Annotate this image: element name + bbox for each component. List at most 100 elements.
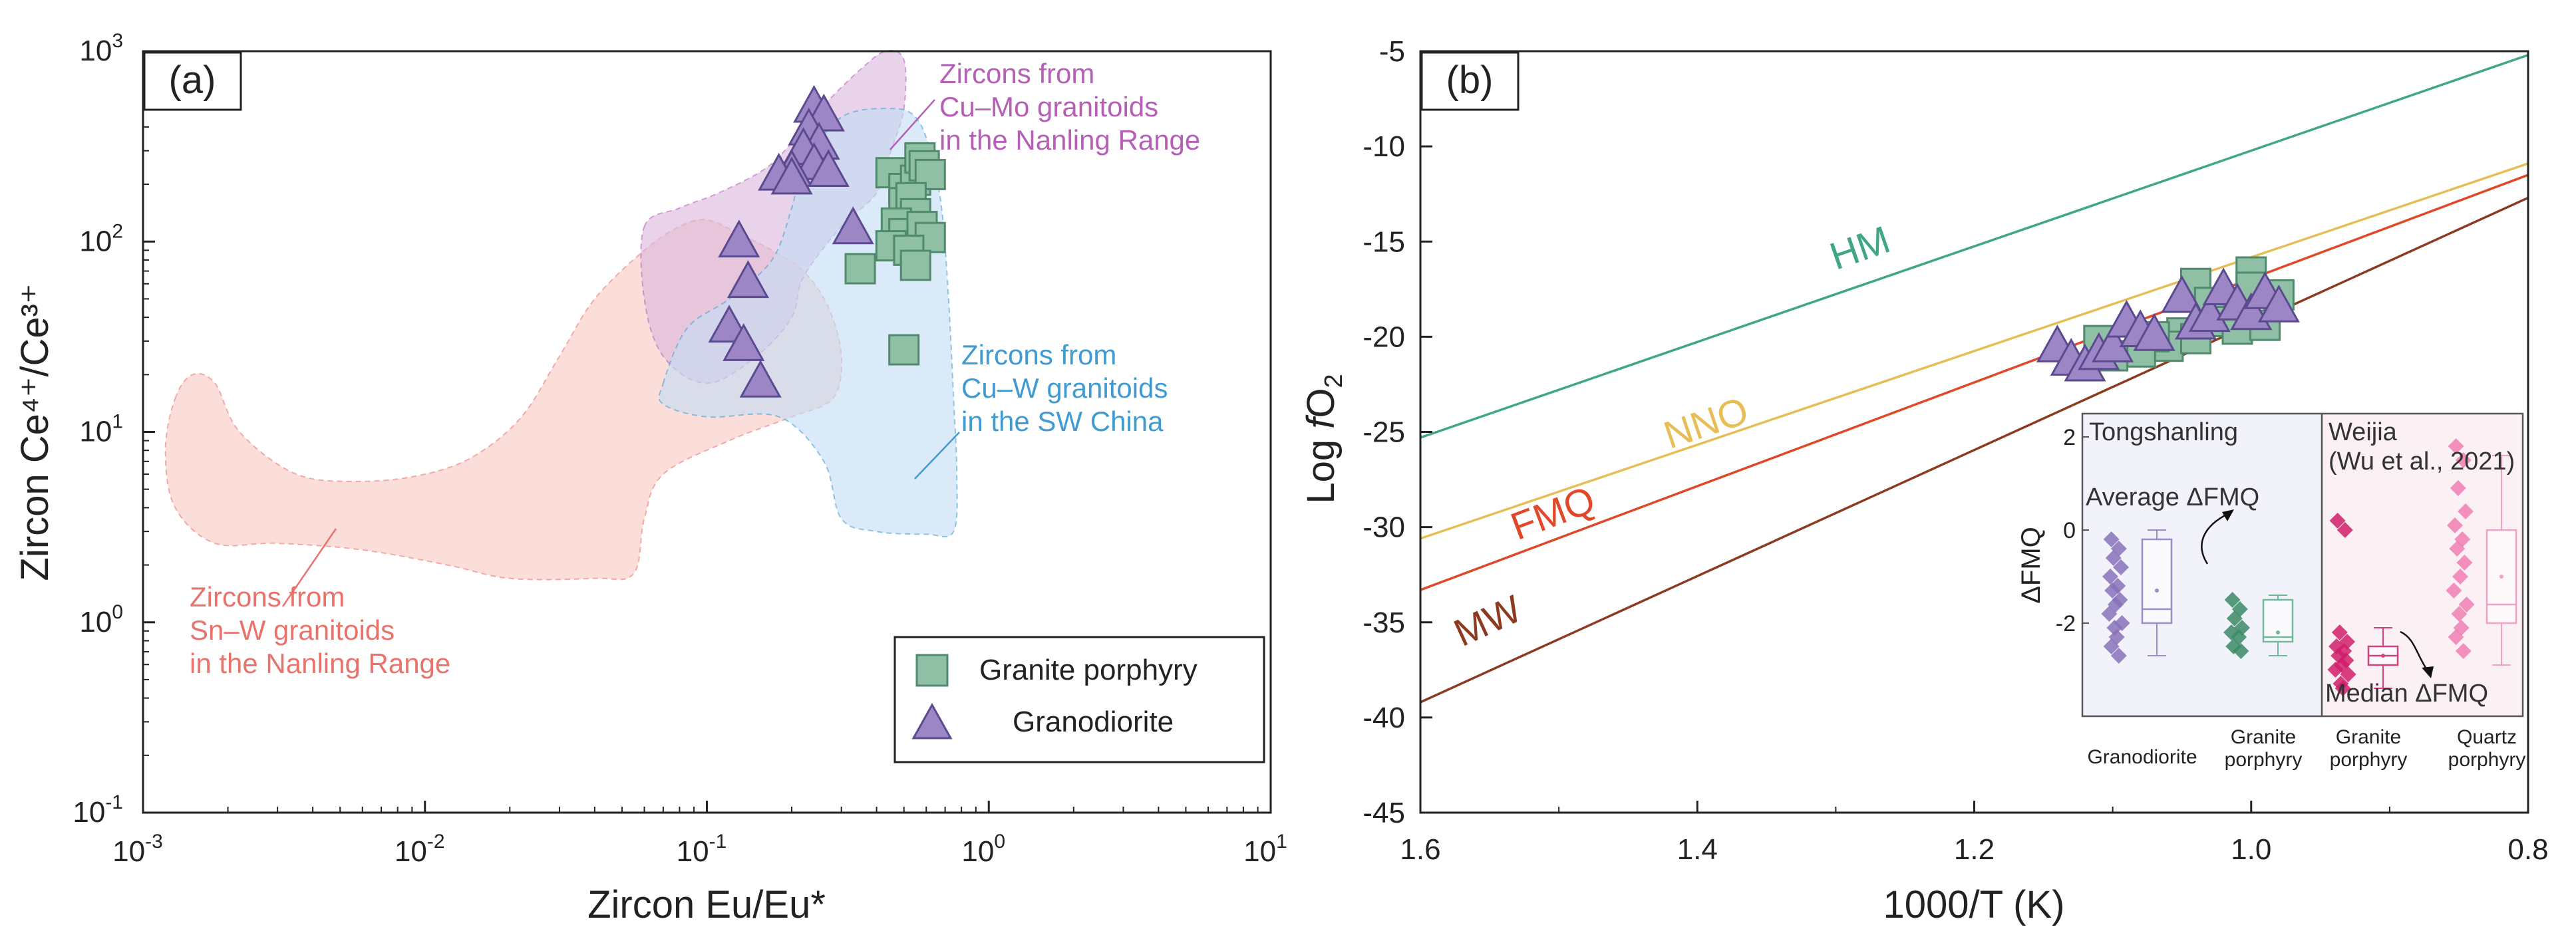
b-point-1-7 [2133,313,2175,351]
inset-point-0-0 [2103,531,2120,547]
b-x-tick-label-1: 1.4 [1677,833,1718,866]
b-x-tick-label-0: 1.6 [1400,833,1440,866]
a-panel-label-box: (a) [143,51,242,111]
a-point-0-15 [899,249,931,281]
inset-median-arrow [2400,630,2430,672]
a-field-label-0-line-0: Zircons from [190,581,345,612]
a-y-tick-label-2: 101 [79,411,123,448]
a-legend-label-granodiorite: Granodiorite [1013,706,1174,738]
a-point-1-12 [726,260,769,299]
a-axis-ticks: 10-3 10-2 10-1 100 101 10-1 100 101 102 103 [73,30,1287,868]
b-y-tick-label-1: -10 [1363,130,1405,163]
b-inset-boxplot: 20-2GranodioriteGraniteporphyryGranitepo… [2016,412,2526,771]
a-y-axis-label: Zircon Ce⁴⁺/Ce³⁺ [13,283,57,581]
a-field-label-1-line-0: Zircons from [939,58,1094,89]
inset-point-1-0 [2224,592,2241,608]
inset-y-axis-label: ΔFMQ [2016,527,2046,604]
a-field-label-2-line-2: in the SW China [961,406,1164,437]
inset-point-3-6 [2449,541,2466,557]
inset-point-0-14 [2110,648,2127,664]
a-x-tick-label-3: 100 [961,831,1005,868]
inset-point-2-2 [2331,624,2348,640]
inset-y-tick-label-0: 2 [2063,425,2076,450]
a-field-label-1-line-2: in the Nanling Range [939,124,1200,156]
inset-point-3-2 [2450,480,2466,496]
a-field-leader-1 [889,99,935,150]
b-y-axis-label: Log fO2 [1299,374,1348,503]
inset-point-3-9 [2446,583,2462,599]
inset-point-1-7 [2233,643,2249,659]
a-field-label-0-line-1: Sn–W granitoids [190,614,395,646]
inset-point-0-4 [2102,569,2118,585]
inset-point-2-10 [2340,666,2356,682]
a-legend-label-granite-porphyry: Granite porphyry [979,654,1198,686]
inset-category-label-3-1: porphyry [2448,749,2526,771]
a-legend-marker-granite-porphyry [915,654,949,687]
a-y-tick-label-1: 100 [79,601,123,638]
b-axis-ticks: 1.6 1.4 1.2 1.0 0.8-5-10-15-20-25-30-35-40-4… [1363,35,2548,866]
b-y-label-main: O [1299,388,1343,418]
b-y-tick-label-6: -35 [1363,606,1405,639]
inset-mean-3 [2499,575,2503,579]
a-y-tick-label-0: 10-1 [73,791,123,829]
inset-box-0 [2141,538,2173,624]
b-point-1-10 [2188,294,2231,333]
inset-median-arrowhead [2422,666,2434,678]
b-buffer-line-nno [1420,162,2529,540]
inset-point-3-13 [2448,629,2464,645]
b-point-1-8 [2161,275,2203,313]
a-point-1-11 [718,219,760,258]
b-panel-label-box: (b) [1420,51,1520,111]
inset-frame [2081,412,2524,718]
inset-point-0-13 [2103,638,2120,654]
inset-category-label-0-0: Granodiorite [2087,746,2197,768]
a-x-tick-label-0: 10-3 [112,831,163,868]
b-buffer-label-hm: HM [1824,218,1895,279]
inset-median-annotation: Median ΔFMQ [2325,680,2488,708]
b-y-tick-label-0: -5 [1379,35,1405,68]
a-x-axis-label: Zircon Eu/Eu* [587,883,826,926]
a-point-1-15 [739,359,782,398]
inset-category-label-3-0: Quartz [2457,726,2517,748]
inset-category-label-2-1: porphyry [2330,749,2408,771]
inset-point-2-12 [2334,680,2351,696]
b-buffer-label-nno: NNO [1659,389,1754,458]
a-point-1-10 [832,206,874,245]
b-buffer-lines [1420,54,2529,704]
a-field-label-0-line-2: in the Nanling Range [190,648,450,679]
a-field-label-2-line-0: Zircons from [961,339,1116,370]
inset-point-1-2 [2226,610,2243,626]
inset-average-arrow [2201,512,2229,565]
inset-point-3-1 [2455,452,2472,468]
a-x-tick-label-1: 10-2 [395,831,445,868]
inset-category-label-2-0: Granite [2336,726,2401,748]
a-panel-label: (a) [169,59,216,102]
inset-mean-2 [2381,654,2385,658]
a-point-1-9 [770,156,813,195]
inset-mean-1 [2276,630,2280,634]
inset-point-2-1 [2336,522,2353,538]
inset-average-annotation: Average ΔFMQ [2086,483,2259,511]
b-buffer-label-mw: MW [1448,587,1528,655]
b-point-1-15 [2257,284,2300,323]
inset-y-tick-label-1: 0 [2063,518,2076,543]
inset-category-label-1-1: porphyry [2225,749,2303,771]
b-buffer-label-fmq: FMQ [1505,478,1600,549]
a-field-leader-2 [914,432,960,479]
inset-point-0-9 [2101,606,2118,622]
inset-group-right-label-line1: Weijia [2329,418,2398,446]
b-y-tick-label-3: -20 [1363,321,1405,353]
a-y-tick-label-4: 103 [79,30,123,67]
a-x-tick-label-4: 101 [1243,831,1287,868]
b-x-axis-label: 1000/T (K) [1883,883,2065,926]
inset-point-3-8 [2452,569,2468,585]
a-data-points [708,84,946,398]
inset-point-3-7 [2456,555,2473,571]
b-y-tick-label-7: -40 [1363,702,1405,734]
b-y-label-sub: 2 [1320,374,1348,388]
inset-group-right-label-line2: (Wu et al., 2021) [2329,448,2515,475]
b-buffer-line-mw [1420,196,2529,704]
b-y-tick-label-4: -25 [1363,416,1405,449]
a-x-tick-label-2: 10-1 [677,831,727,868]
